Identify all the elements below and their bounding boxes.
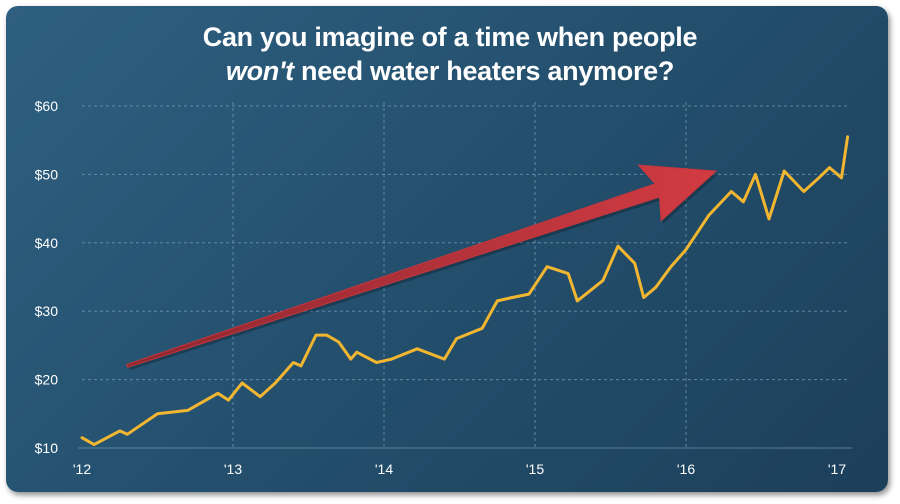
title-line-1: Can you imagine of a time when people: [202, 22, 698, 52]
axis-ticks: $10 $20 $30 $40 $50 $60 '12 '13 '14 '15 '16 '17: [35, 98, 847, 477]
grid-lines: [78, 102, 852, 449]
trend-arrow-layer: [126, 164, 719, 371]
x-tick-label: '15: [526, 461, 544, 477]
x-tick-label: '13: [224, 461, 242, 477]
trend-arrow: [126, 164, 718, 368]
title-emphasis: won't: [225, 56, 294, 86]
series-layer: [80, 135, 850, 447]
y-tick-label: $30: [35, 303, 59, 319]
price-line: [80, 135, 850, 447]
y-tick-label: $20: [35, 372, 59, 388]
y-tick-label: $40: [35, 235, 59, 251]
chart-card: [6, 6, 888, 492]
chart-title: Can you imagine of a time when people wo…: [0, 20, 900, 88]
title-line-2-rest: need water heaters anymore?: [293, 56, 675, 86]
x-tick-label: '14: [375, 461, 393, 477]
title-line-2: won't need water heaters anymore?: [0, 54, 900, 88]
y-tick-label: $60: [35, 98, 59, 114]
y-tick-label: $50: [35, 166, 59, 182]
y-tick-label: $10: [35, 440, 59, 456]
x-tick-label: '12: [73, 461, 91, 477]
x-tick-label: '17: [828, 461, 846, 477]
x-tick-label: '16: [677, 461, 695, 477]
